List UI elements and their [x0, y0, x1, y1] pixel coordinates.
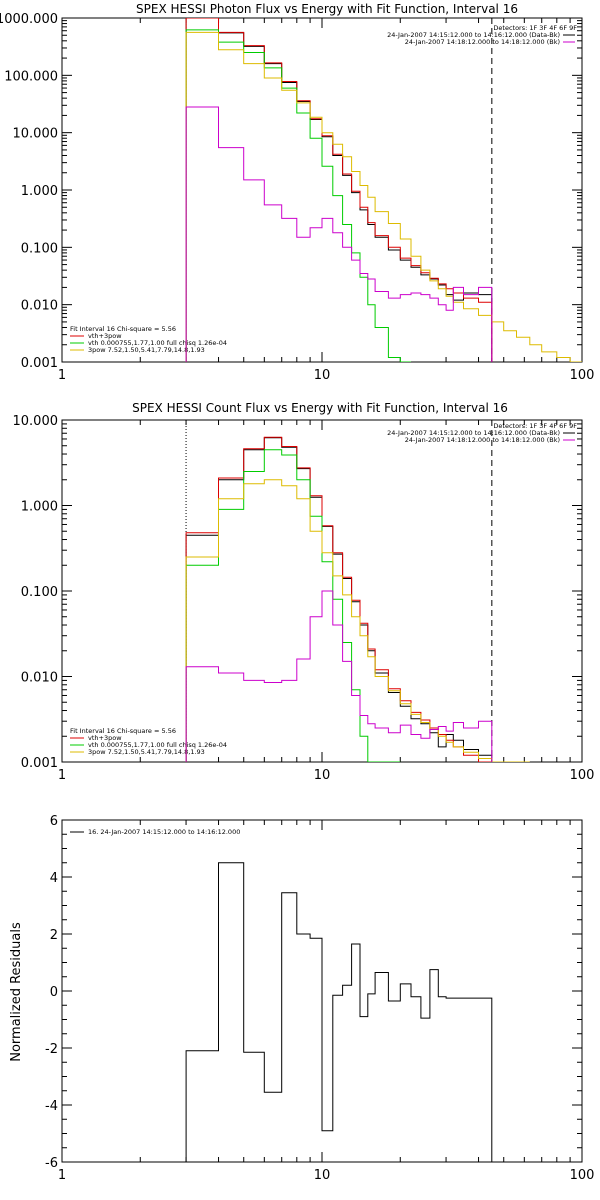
photon-y-tick-label: 1.000	[21, 184, 58, 199]
residuals-y-tick-label: 2	[50, 928, 58, 943]
photon-series-vth	[185, 29, 411, 362]
count-legend-data: 24-Jan-2007 14:15:12.000 to 14:16:12.000…	[387, 429, 560, 437]
count-panel-title: SPEX HESSI Count Flux vs Energy with Fit…	[132, 401, 508, 415]
count-series-3pow	[185, 479, 530, 762]
photon-y-tick-label: 0.010	[21, 299, 58, 314]
photon-plot: 1 10 100 1000.000 100.000 10.000 1.000 0.100 0.0…	[0, 12, 594, 383]
residuals-y-axis-label: Normalized Residuals	[9, 922, 24, 1062]
photon-legend-total: vth+3pow	[88, 332, 122, 340]
count-y-tick-label: 1.000	[21, 500, 58, 515]
residuals-x-tick-label: 10	[314, 1168, 331, 1183]
residuals-y-tick-label: 6	[50, 814, 58, 829]
count-legend-total: vth+3pow	[88, 734, 122, 742]
count-series-vth+3pow	[185, 436, 492, 762]
count-series-group	[185, 436, 530, 762]
residuals-y-tick-label: 0	[50, 985, 58, 1000]
residuals-plot: 1 10 100 6 4 2 0 -2 -4 -6	[45, 814, 594, 1183]
photon-legend-3pow: 3pow 7.52,1.50,5.41,7.79,14.8,1.93	[88, 346, 205, 354]
photon-series-24jan2007	[185, 106, 493, 362]
photon-legend-bk: 24-Jan-2007 14:18:12.000 to 14:18:12.000…	[405, 38, 560, 46]
count-legend-3pow: 3pow 7.52,1.50,5.41,7.79,14.8,1.93	[88, 748, 205, 756]
photon-series-vth+3pow	[185, 18, 493, 362]
photon-y-tick-label: 0.001	[21, 356, 58, 371]
photon-y-tick-label: 100.000	[4, 69, 58, 84]
photon-series-3pow	[185, 31, 582, 362]
photon-legend-data: 24-Jan-2007 14:15:12.000 to 14:16:12.000…	[387, 31, 560, 39]
count-y-tick-label: 0.010	[21, 671, 58, 686]
residuals-x-tick-label: 1	[58, 1168, 66, 1183]
residuals-y-tick-label: -6	[45, 1156, 58, 1171]
residuals-x-tick-label: 100	[570, 1168, 595, 1183]
count-y-tick-label: 0.001	[21, 756, 58, 771]
photon-x-tick-label: 100	[570, 368, 595, 383]
count-series-24jan2007	[185, 437, 493, 762]
count-fit-summary: Fit Interval 16 Chi-square = 5.56	[70, 727, 176, 735]
photon-y-tick-label: 1000.000	[0, 12, 58, 27]
photon-x-tick-label: 10	[314, 368, 331, 383]
photon-y-tick-label: 0.100	[21, 241, 58, 256]
residuals-series-16	[185, 862, 493, 1162]
residuals-y-tick-label: 4	[50, 871, 58, 886]
count-y-tick-label: 0.100	[21, 585, 58, 600]
photon-x-tick-label: 1	[58, 368, 66, 383]
residuals-legend: 16. 24-Jan-2007 14:15:12.000 to 14:16:12…	[88, 828, 240, 836]
count-x-tick-label: 1	[58, 768, 66, 783]
photon-legend-vth: vth 0.000755,1.77,1.00 full chisq 1.26e-…	[88, 339, 227, 347]
count-y-tick-label: 10.000	[13, 414, 59, 429]
count-legend-bk: 24-Jan-2007 14:18:12.000 to 14:18:12.000…	[405, 436, 560, 444]
photon-frame	[61, 17, 583, 363]
residuals-y-tick-label: -4	[45, 1099, 58, 1114]
count-series-24jan2007	[185, 590, 493, 762]
residuals-series-group	[185, 862, 493, 1162]
count-legend-vth: vth 0.000755,1.77,1.00 full chisq 1.26e-…	[88, 741, 227, 749]
photon-y-tick-label: 10.000	[13, 127, 59, 142]
photon-detectors-label: Detectors: 1F 3F 4F 6F 9F	[493, 24, 577, 32]
count-x-tick-label: 100	[570, 768, 595, 783]
photon-panel-title: SPEX HESSI Photon Flux vs Energy with Fi…	[136, 2, 518, 16]
photon-fit-summary: Fit Interval 16 Chi-square = 5.56	[70, 325, 176, 333]
residuals-y-tick-label: -2	[45, 1042, 58, 1057]
count-detectors-label: Detectors: 1F 3F 4F 6F 9F	[493, 422, 577, 430]
photon-series-group	[185, 18, 582, 362]
count-x-tick-label: 10	[314, 768, 331, 783]
count-plot: 1 10 100 10.000 1.000 0.100 0.010 0.001	[13, 414, 595, 783]
